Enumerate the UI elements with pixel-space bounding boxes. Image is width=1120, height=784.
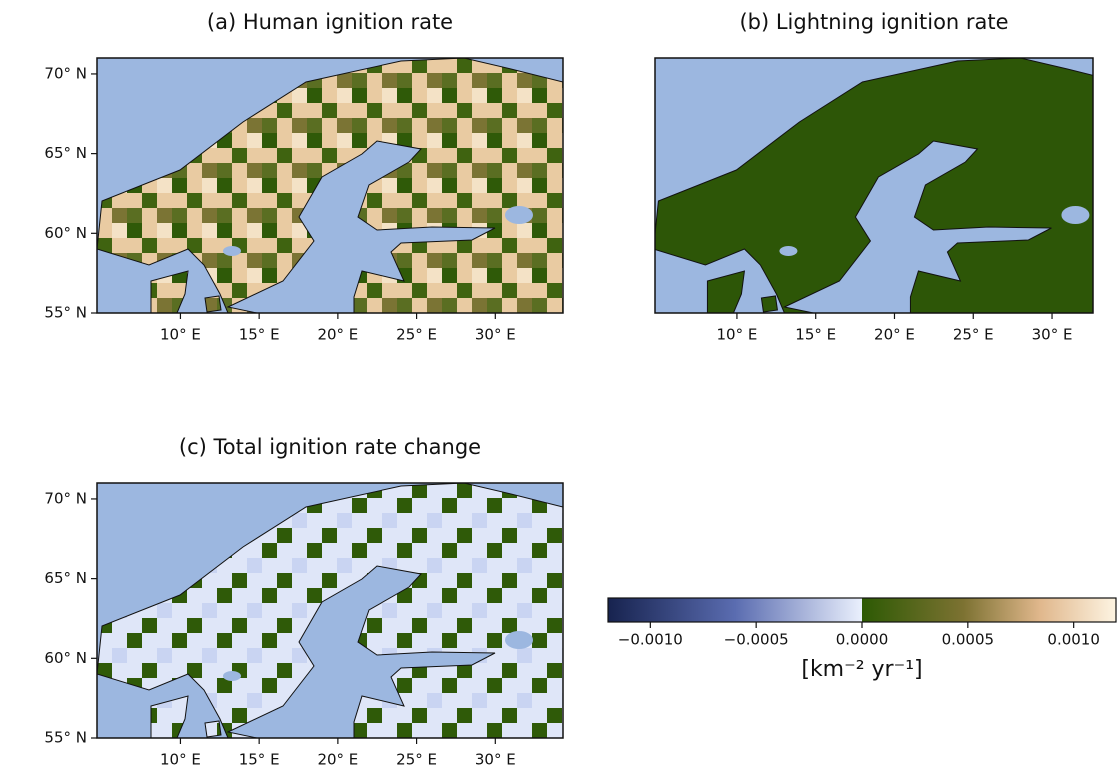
colorbar-label: [km⁻² yr⁻¹] xyxy=(801,657,922,682)
y-tick-label: 55° N xyxy=(44,304,87,322)
x-tick-label: 15° E xyxy=(239,326,280,344)
x-tick-label: 25° E xyxy=(396,326,437,344)
panel-title: (c) Total ignition rate change xyxy=(179,435,481,459)
y-tick-label: 65° N xyxy=(44,569,87,587)
x-tick-label: 20° E xyxy=(317,326,358,344)
y-tick-label: 55° N xyxy=(44,729,87,747)
map-panel: (b) Lightning ignition rate 10° E 15° E 20°… xyxy=(654,10,1094,344)
colorbar-tick-label: −0.0005 xyxy=(724,631,789,649)
x-tick-label: 30° E xyxy=(1032,326,1073,344)
map-panel: (c) Total ignition rate change 10° E 15° E… xyxy=(44,435,564,769)
y-tick-label: 70° N xyxy=(44,489,87,507)
colorbar-tick-label: 0.0005 xyxy=(942,631,995,649)
panels: (a) Human ignition rate 10° E 15° E 20° E 25… xyxy=(44,10,1094,769)
x-tick-label: 25° E xyxy=(396,751,437,769)
panel-title: (b) Lightning ignition rate xyxy=(739,10,1008,34)
x-tick-label: 10° E xyxy=(160,751,201,769)
frame xyxy=(654,57,1094,314)
y-tick-label: 60° N xyxy=(44,649,87,667)
colorbar-tick-label: 0.0010 xyxy=(1047,631,1100,649)
frame xyxy=(96,57,564,314)
y-tick-label: 65° N xyxy=(44,144,87,162)
colorbar-gradient xyxy=(607,597,1117,623)
x-tick-label: 15° E xyxy=(795,326,836,344)
x-tick-label: 25° E xyxy=(953,326,994,344)
x-tick-label: 30° E xyxy=(475,326,516,344)
frame xyxy=(96,482,564,739)
colorbar: [km⁻² yr⁻¹] −0.0010 −0.0005 0.0000 0.0005 0.… xyxy=(607,597,1117,682)
x-tick-label: 10° E xyxy=(717,326,758,344)
map-panel: (a) Human ignition rate 10° E 15° E 20° E 25… xyxy=(44,10,564,344)
x-tick-label: 20° E xyxy=(874,326,915,344)
x-tick-label: 10° E xyxy=(160,326,201,344)
colorbar-tick-label: −0.0010 xyxy=(618,631,683,649)
x-tick-label: 20° E xyxy=(317,751,358,769)
panel-title: (a) Human ignition rate xyxy=(207,10,453,34)
y-tick-label: 70° N xyxy=(44,64,87,82)
x-tick-label: 30° E xyxy=(475,751,516,769)
colorbar-tick-label: 0.0000 xyxy=(836,631,889,649)
x-tick-label: 15° E xyxy=(239,751,280,769)
y-tick-label: 60° N xyxy=(44,224,87,242)
